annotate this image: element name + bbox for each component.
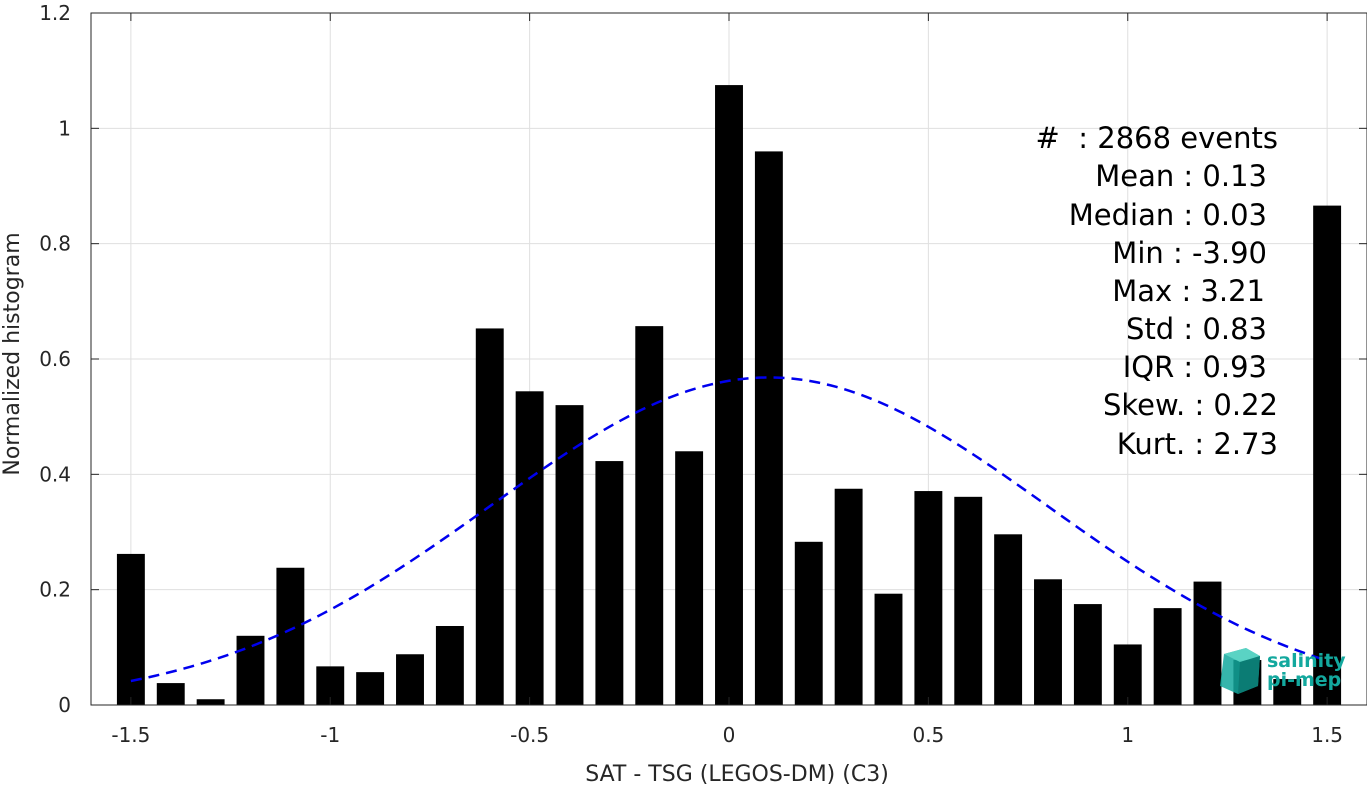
x-tick-label: -1.5: [111, 723, 150, 747]
stats-line: Max : 3.21: [1112, 274, 1265, 308]
stats-line: Median : 0.03: [1069, 198, 1267, 232]
stats-line: IQR : 0.93: [1123, 350, 1267, 384]
histogram-bar: [1034, 579, 1062, 705]
stats-line: Kurt. : 2.73: [1117, 427, 1278, 461]
y-tick-label: 1.2: [39, 1, 71, 25]
logo-line2: pi-mep: [1267, 669, 1341, 691]
bars: [116, 85, 1342, 706]
y-tick-label: 0.2: [39, 578, 71, 602]
histogram-bar: [994, 534, 1023, 705]
histogram-bar: [475, 328, 504, 705]
histogram-bar: [794, 541, 823, 705]
y-tick-label: 0.4: [39, 462, 71, 486]
y-tick-label: 1: [58, 116, 71, 140]
stats-line: Min : -3.90: [1112, 236, 1267, 270]
histogram-bar: [675, 451, 704, 705]
gaussian-fit-curve: [130, 376, 1328, 683]
histogram-bar: [515, 391, 544, 705]
histogram-bar: [874, 593, 903, 705]
stats-line: Std : 0.83: [1126, 312, 1267, 346]
histogram-bar: [595, 461, 624, 705]
logo-cube-shade: [1224, 648, 1260, 662]
histogram-bar: [1193, 581, 1222, 705]
histogram-bar: [1113, 644, 1142, 705]
histogram-bar: [754, 151, 783, 705]
histogram-bar: [356, 672, 385, 705]
histogram-bar: [1153, 608, 1182, 705]
histogram-bar: [914, 491, 943, 705]
statistics-box: # : 2868 events Mean : 0.13 Median : 0.03 M…: [1036, 121, 1278, 461]
histogram-bar: [196, 699, 225, 705]
stats-line: Mean : 0.13: [1095, 159, 1267, 193]
x-tick-label: 0.5: [912, 723, 944, 747]
x-tick-label: 0: [723, 723, 736, 747]
histogram-bar: [1073, 604, 1102, 705]
x-tick-label: 1.5: [1311, 723, 1343, 747]
y-tick-label: 0.6: [39, 347, 71, 371]
histogram-bar: [635, 326, 664, 705]
stats-line: # : 2868 events: [1036, 121, 1278, 155]
histogram-bar: [276, 567, 305, 705]
histogram-bar: [555, 405, 584, 705]
x-tick-label: -0.5: [510, 723, 549, 747]
histogram-bar: [954, 496, 983, 705]
x-axis-label: SAT - TSG (LEGOS-DM) (C3): [585, 762, 889, 785]
histogram-bar: [396, 654, 424, 705]
histogram-bar: [116, 553, 145, 705]
x-tick-label: -1: [320, 723, 340, 747]
histogram-bar: [1313, 205, 1342, 705]
histogram-bar: [236, 635, 265, 705]
histogram-bar: [715, 85, 743, 706]
y-axis-label: Normalized histogram: [0, 232, 25, 475]
histogram-bar: [1273, 679, 1302, 705]
axis-ticks: -1.5 -1 -0.5 0 0.5 1 1.5 0 0.2 0.4 0.6 0.8 1 1.2: [39, 1, 1367, 747]
histogram-bar: [834, 488, 863, 705]
y-tick-label: 0.8: [39, 232, 71, 256]
histogram-bar: [156, 683, 185, 705]
stats-line: Skew. : 0.22: [1103, 388, 1278, 422]
logo-cube-side: [1238, 656, 1260, 694]
histogram-bar: [435, 625, 464, 705]
y-tick-label: 0: [58, 693, 71, 717]
salinity-pi-mep-logo: salinity pi-mep: [1220, 648, 1346, 694]
x-tick-label: 1: [1121, 723, 1134, 747]
logo-line1: salinity: [1267, 650, 1346, 672]
